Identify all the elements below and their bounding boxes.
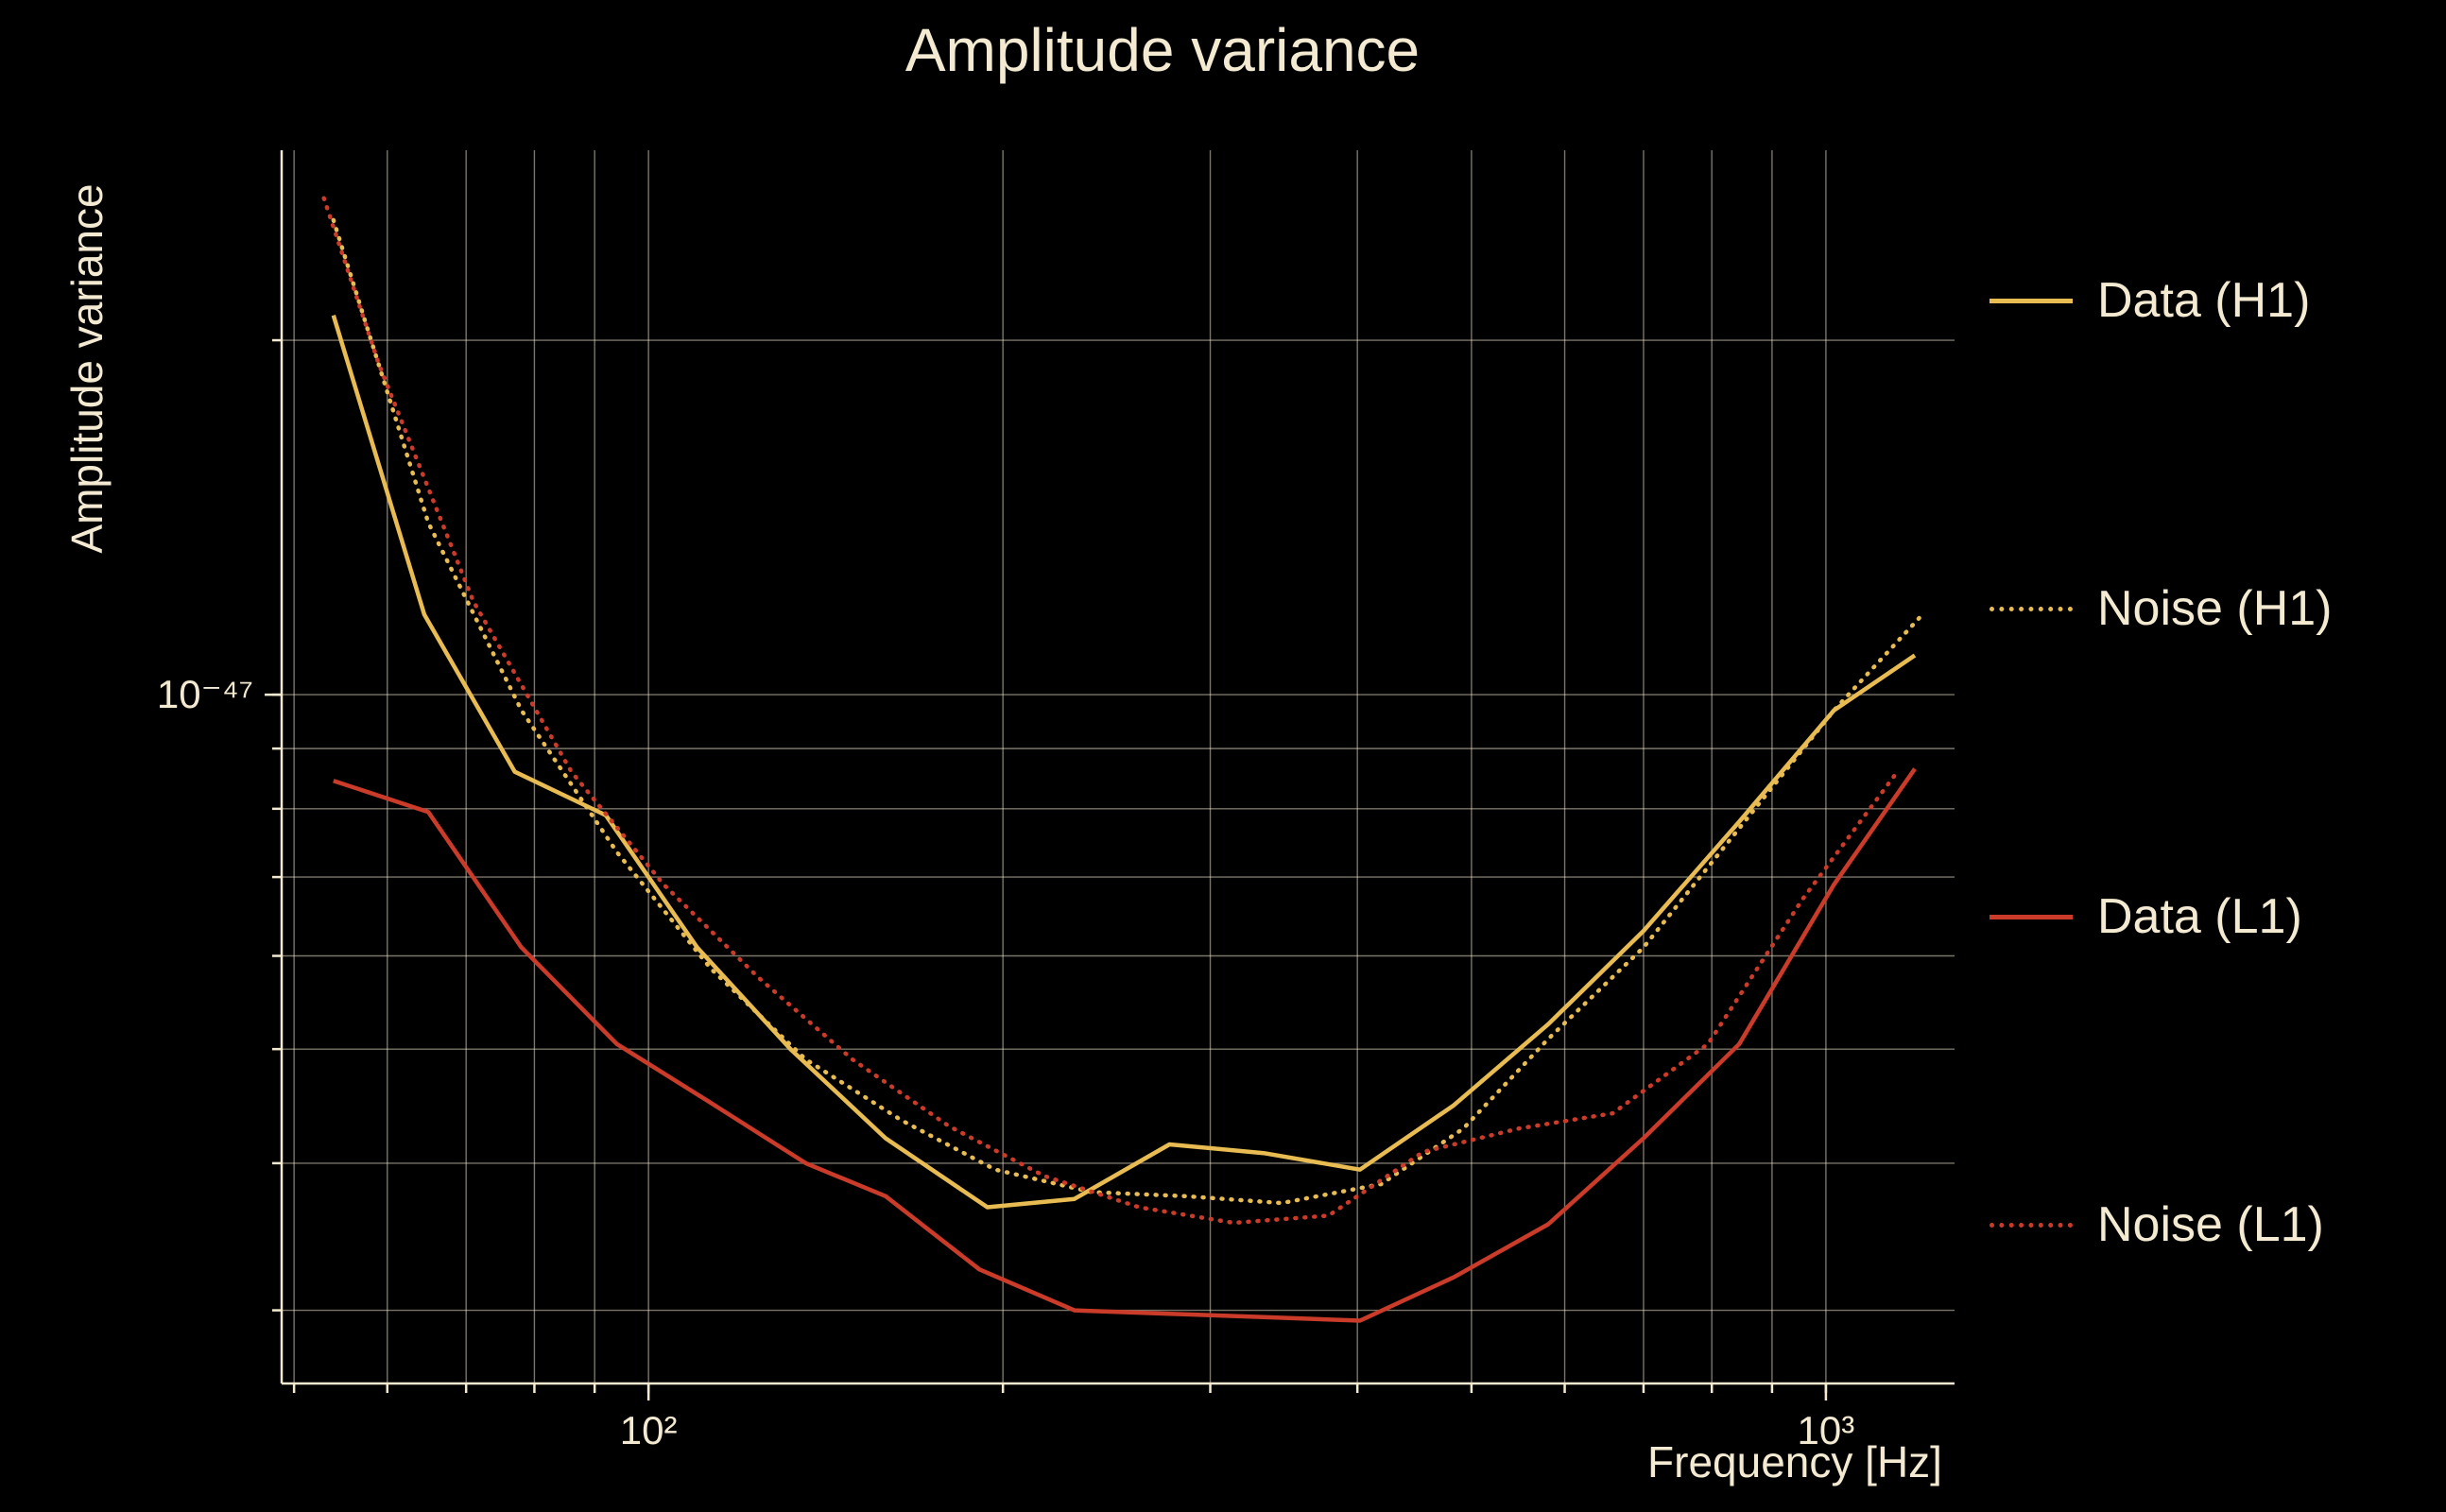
legend-line-sample-noise-l1	[1990, 1222, 2073, 1228]
legend-label-data-l1: Data (L1)	[2097, 889, 2302, 944]
y-tick-label: 10⁻⁴⁷	[157, 672, 253, 716]
series-line-data-l1	[333, 767, 1917, 1323]
legend-entry-data-h1: Data (H1)	[1990, 272, 2310, 329]
series-line-noise-l1	[321, 196, 1900, 1226]
series-line-noise-h1	[331, 217, 1925, 1206]
legend-line-sample-data-h1	[1990, 298, 2073, 303]
chart-title: Amplitude variance	[904, 16, 1421, 84]
x-axis-label: Frequency [Hz]	[1647, 1437, 1942, 1486]
legend-entry-data-l1: Data (L1)	[1990, 888, 2302, 945]
x-tick-label: 10³	[1798, 1408, 1855, 1452]
legend-entry-noise-h1: Noise (H1)	[1990, 580, 2333, 637]
legend-label-data-h1: Data (H1)	[2097, 273, 2311, 328]
x-tick-label: 10²	[620, 1408, 678, 1452]
legend-label-noise-h1: Noise (H1)	[2097, 581, 2333, 636]
legend-line-sample-noise-h1	[1990, 606, 2073, 611]
legend-line-sample-data-l1	[1990, 914, 2073, 919]
legend-entry-noise-l1: Noise (L1)	[1990, 1196, 2324, 1253]
legend-label-noise-l1: Noise (L1)	[2097, 1197, 2324, 1252]
series-line-data-h1	[331, 315, 1917, 1210]
